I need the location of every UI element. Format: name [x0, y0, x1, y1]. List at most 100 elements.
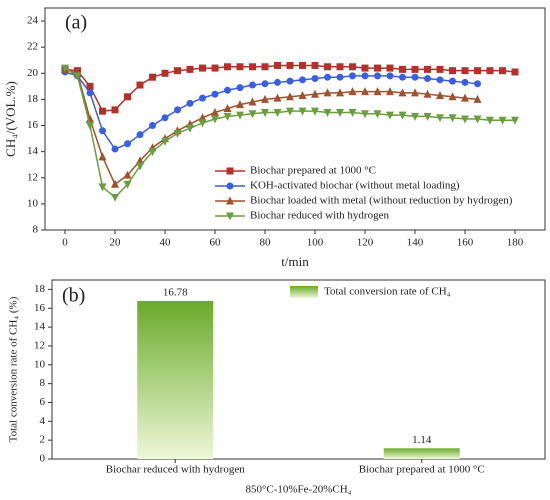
- marker: [436, 114, 444, 123]
- x-tick-label: Biochar reduced with hydrogen: [106, 464, 245, 476]
- x-tick-label: 0: [62, 237, 68, 249]
- y-tick-label: 20: [27, 67, 39, 79]
- marker: [224, 63, 231, 71]
- marker: [361, 64, 369, 72]
- marker: [411, 73, 419, 81]
- plot-frame: [44, 7, 546, 231]
- y-tick-label: 18: [34, 283, 46, 295]
- marker: [286, 92, 294, 101]
- marker: [336, 88, 344, 97]
- marker: [373, 87, 382, 96]
- marker: [399, 65, 406, 73]
- marker: [411, 112, 419, 121]
- series-line: [64, 67, 515, 199]
- marker: [73, 72, 82, 81]
- marker: [461, 115, 469, 124]
- marker: [298, 107, 307, 116]
- legend-swatch: [290, 286, 318, 298]
- marker: [299, 76, 306, 84]
- marker: [211, 115, 219, 124]
- marker: [436, 76, 444, 84]
- marker: [249, 81, 256, 89]
- marker: [411, 88, 419, 97]
- marker: [498, 116, 507, 125]
- marker: [461, 93, 469, 102]
- marker: [411, 65, 419, 73]
- marker: [486, 116, 494, 125]
- marker: [199, 94, 206, 102]
- marker: [448, 92, 457, 101]
- marker: [98, 183, 107, 192]
- series-line: [64, 71, 478, 150]
- marker: [299, 61, 306, 69]
- marker: [61, 64, 69, 73]
- marker: [186, 99, 194, 107]
- x-tick-label: 140: [407, 237, 424, 249]
- marker: [173, 129, 182, 138]
- marker: [486, 67, 494, 75]
- panel-label: (a): [65, 12, 87, 34]
- marker: [148, 148, 157, 157]
- marker: [111, 179, 119, 188]
- marker: [223, 104, 232, 113]
- x-axis-label: t/min: [281, 254, 309, 269]
- marker: [373, 110, 382, 119]
- y-tick-label: 14: [27, 145, 39, 157]
- series-line: [64, 64, 516, 112]
- y-tick-label: 18: [27, 93, 39, 105]
- marker: [111, 193, 119, 202]
- marker: [136, 81, 144, 89]
- marker: [86, 89, 94, 97]
- y-tick-label: 0: [40, 453, 46, 465]
- x-tick-label: 20: [110, 237, 122, 249]
- panel-label: (b): [62, 285, 85, 307]
- marker: [86, 82, 94, 90]
- marker: [111, 106, 119, 114]
- y-tick-label: 8: [33, 224, 39, 236]
- y-axis-label: Total conversion rate of CH₄ (%): [8, 296, 20, 442]
- marker: [99, 127, 106, 135]
- marker: [236, 100, 244, 109]
- y-tick-label: 4: [40, 415, 46, 427]
- legend-marker: [226, 167, 234, 175]
- marker: [323, 108, 332, 117]
- marker: [136, 156, 144, 165]
- marker: [198, 113, 207, 122]
- marker: [99, 107, 106, 115]
- legend-marker: [226, 182, 234, 190]
- x-tick-label: 40: [160, 237, 172, 249]
- marker: [248, 110, 257, 119]
- legend-label: Total conversion rate of CH₄: [324, 286, 451, 298]
- marker: [348, 87, 357, 96]
- marker: [98, 152, 107, 161]
- marker: [349, 72, 356, 80]
- marker: [474, 80, 481, 88]
- marker: [249, 63, 256, 71]
- marker: [261, 80, 269, 88]
- x-tick-label: 80: [260, 237, 272, 249]
- marker: [324, 63, 331, 71]
- marker: [511, 116, 519, 125]
- marker: [211, 64, 219, 72]
- marker: [348, 108, 357, 117]
- marker: [386, 64, 394, 72]
- marker: [474, 67, 481, 75]
- marker: [311, 107, 319, 116]
- y-tick-label: 6: [40, 396, 46, 408]
- marker: [323, 88, 332, 97]
- marker: [399, 73, 406, 81]
- marker: [199, 64, 206, 72]
- x-tick-label: 100: [307, 237, 324, 249]
- marker: [449, 77, 456, 85]
- marker: [499, 67, 506, 75]
- x-axis-label: 850°C-10%Fe-20%CH₄: [245, 484, 351, 496]
- y-tick-label: 24: [27, 15, 39, 27]
- legend-label: Biochar prepared at 1000 °C: [250, 165, 376, 177]
- marker: [436, 65, 444, 73]
- y-tick-label: 2: [40, 434, 46, 446]
- marker: [174, 67, 181, 75]
- y-tick-label: 10: [27, 197, 39, 209]
- marker: [423, 89, 432, 98]
- bar: [383, 448, 460, 459]
- marker: [236, 63, 244, 71]
